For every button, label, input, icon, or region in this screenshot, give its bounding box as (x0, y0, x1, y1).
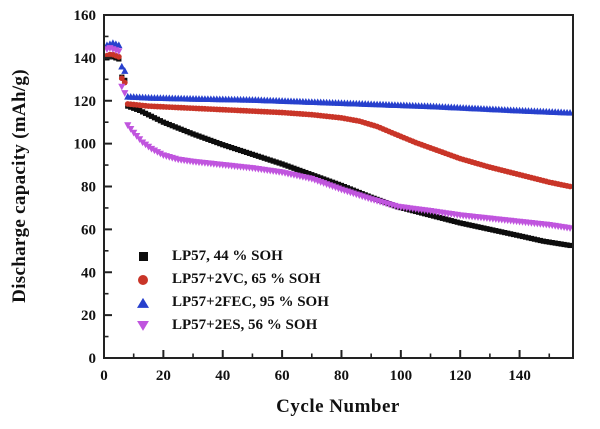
y-axis-title: Discharge capacity (mAh/g) (9, 69, 30, 303)
y-tick-label: 140 (74, 51, 97, 67)
y-tick-label: 160 (74, 8, 97, 24)
legend-item-lp57-2vc: LP57+2VC, 65 % SOH (128, 271, 329, 289)
x-axis-title: Cycle Number (276, 396, 400, 417)
triangle-down-marker-icon (128, 317, 158, 335)
y-tick-label: 40 (81, 265, 96, 281)
x-tick-label: 20 (156, 368, 171, 384)
legend-item-lp57: LP57, 44 % SOH (128, 248, 329, 266)
x-tick-label: 40 (215, 368, 230, 384)
circle-marker-icon (128, 271, 158, 289)
legend-label: LP57+2FEC, 95 % SOH (172, 294, 329, 310)
x-tick-label: 140 (508, 368, 531, 384)
legend-item-lp57-2es: LP57+2ES, 56 % SOH (128, 317, 329, 335)
square-marker-icon (128, 248, 158, 266)
triangle-up-marker-icon (128, 294, 158, 312)
y-tick-label: 0 (89, 351, 97, 367)
legend-label: LP57+2VC, 65 % SOH (172, 271, 321, 287)
legend: LP57, 44 % SOH LP57+2VC, 65 % SOH LP57+2… (128, 248, 329, 335)
x-tick-label: 120 (449, 368, 472, 384)
series-3 (103, 45, 574, 232)
y-tick-label: 80 (81, 180, 96, 196)
series-2 (103, 39, 574, 116)
legend-item-lp57-2fec: LP57+2FEC, 95 % SOH (128, 294, 329, 312)
legend-label: LP57+2ES, 56 % SOH (172, 317, 318, 333)
x-tick-label: 0 (100, 368, 108, 384)
y-tick-label: 60 (81, 222, 96, 238)
y-tick-label: 20 (81, 308, 96, 324)
y-tick-label: 120 (74, 94, 97, 110)
series-1 (104, 51, 573, 190)
series-0 (104, 54, 573, 249)
x-tick-label: 60 (275, 368, 290, 384)
x-tick-label: 100 (390, 368, 413, 384)
legend-label: LP57, 44 % SOH (172, 248, 283, 264)
y-tick-label: 100 (74, 137, 97, 153)
x-tick-label: 80 (334, 368, 349, 384)
